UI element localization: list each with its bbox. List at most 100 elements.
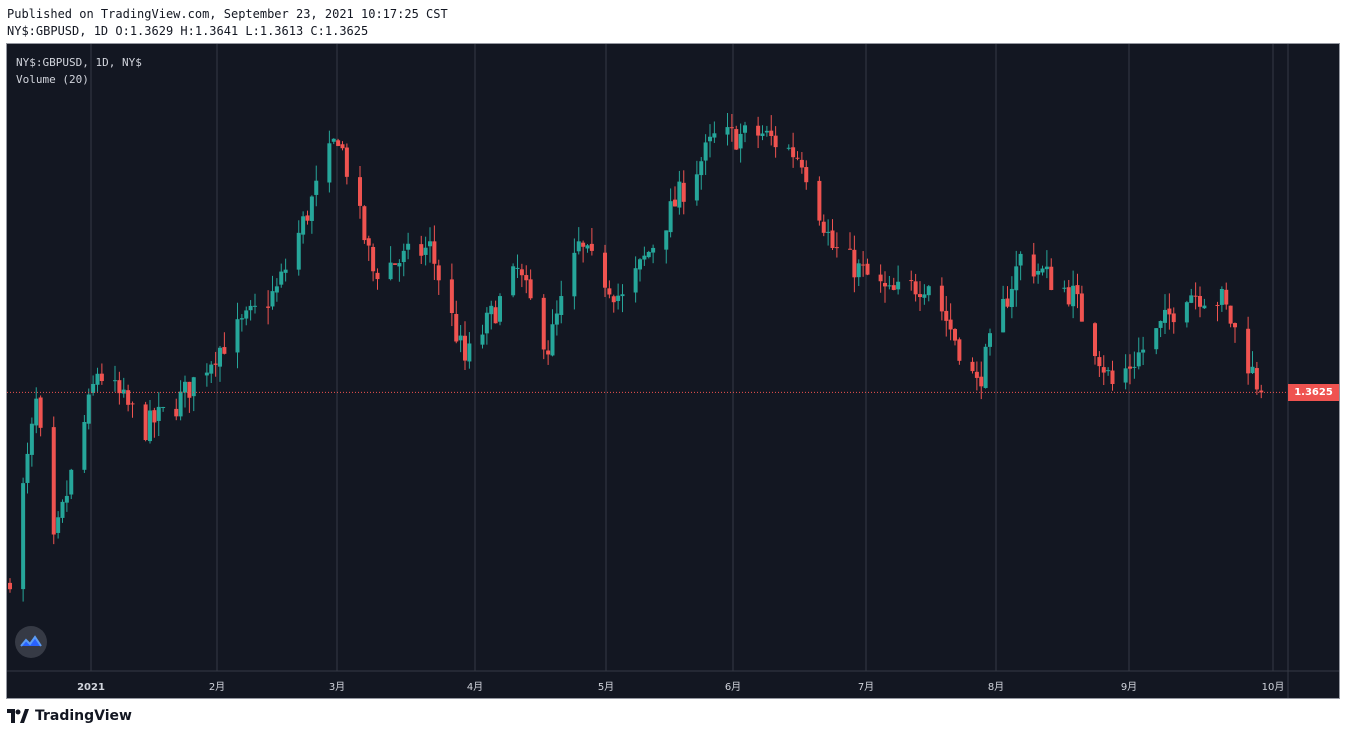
candle-body bbox=[620, 294, 625, 297]
candle-body bbox=[161, 407, 166, 409]
candle-body bbox=[156, 406, 161, 421]
candle-body bbox=[773, 135, 778, 148]
tradingview-logo[interactable]: TradingView bbox=[7, 708, 132, 724]
candle bbox=[274, 278, 279, 302]
candle bbox=[235, 302, 240, 369]
candle bbox=[1101, 355, 1106, 386]
candle bbox=[183, 375, 187, 408]
candle-body bbox=[541, 297, 546, 350]
candle-body bbox=[82, 422, 87, 470]
candle bbox=[463, 321, 467, 370]
candle bbox=[1014, 250, 1019, 307]
candle-body bbox=[1049, 266, 1054, 290]
candlestick-chart[interactable]: 2021 2月 3月 4月 5月 6月 7月 8月 9月 10月 bbox=[7, 44, 1339, 698]
ohlc-caption: NY$:GBPUSD, 1D O:1.3629 H:1.3641 L:1.361… bbox=[7, 24, 369, 38]
candle-body bbox=[64, 495, 69, 503]
candle bbox=[944, 296, 949, 337]
candle-body bbox=[336, 140, 341, 146]
candle bbox=[305, 210, 310, 225]
candle bbox=[703, 134, 708, 175]
candle-body bbox=[213, 363, 218, 365]
candle bbox=[248, 300, 253, 321]
candle-body bbox=[406, 243, 411, 250]
candle-body bbox=[826, 231, 831, 233]
candle-body bbox=[1106, 370, 1111, 372]
candle-body bbox=[480, 334, 485, 345]
candle-body bbox=[922, 294, 927, 298]
candle bbox=[266, 290, 271, 325]
candle-body bbox=[296, 232, 301, 270]
candle bbox=[1224, 282, 1229, 310]
published-caption: Published on TradingView.com, September … bbox=[7, 7, 448, 21]
x-tick-label: 3月 bbox=[329, 681, 345, 693]
candle-body bbox=[708, 136, 712, 142]
candle bbox=[1097, 351, 1102, 377]
candle bbox=[953, 328, 957, 346]
candle bbox=[1136, 337, 1141, 370]
legend-symbol[interactable]: NY$:GBPUSD, 1D, NY$ bbox=[16, 56, 142, 69]
candle-body bbox=[34, 398, 39, 426]
candle-body bbox=[283, 269, 288, 273]
x-tick-label: 8月 bbox=[988, 681, 1004, 693]
candle bbox=[821, 214, 826, 237]
candle-body bbox=[1158, 321, 1163, 328]
candle bbox=[393, 263, 397, 265]
candle-body bbox=[1018, 253, 1023, 266]
candle bbox=[611, 294, 616, 313]
candle bbox=[694, 160, 699, 206]
candle-body bbox=[86, 394, 91, 424]
candle-body bbox=[274, 286, 279, 293]
tradingview-chart-icon[interactable] bbox=[15, 626, 47, 658]
candle bbox=[834, 232, 839, 258]
candle bbox=[1009, 276, 1014, 319]
candle-body bbox=[51, 427, 56, 535]
candle bbox=[484, 307, 489, 345]
candle bbox=[25, 442, 30, 494]
candle bbox=[856, 259, 861, 287]
candle-body bbox=[887, 285, 892, 287]
candle bbox=[519, 263, 524, 288]
candle bbox=[1154, 328, 1159, 355]
candle-body bbox=[585, 245, 590, 249]
candle-body bbox=[795, 157, 800, 159]
candle-body bbox=[760, 133, 765, 137]
candle-body bbox=[1014, 266, 1019, 291]
candle bbox=[554, 300, 559, 336]
candle-body bbox=[327, 143, 332, 183]
candle-body bbox=[117, 380, 122, 394]
candle-body bbox=[191, 377, 196, 397]
candle bbox=[467, 332, 472, 369]
candle-body bbox=[988, 333, 992, 347]
candle-body bbox=[519, 269, 524, 276]
candle bbox=[148, 399, 152, 444]
legend-volume[interactable]: Volume (20) bbox=[16, 73, 89, 86]
candle-body bbox=[183, 381, 187, 393]
candle bbox=[113, 365, 117, 392]
candle-body bbox=[1123, 368, 1128, 383]
candle-body bbox=[187, 381, 192, 398]
candle-body bbox=[581, 242, 586, 247]
candle bbox=[1184, 300, 1189, 328]
chart-area[interactable]: 2021 2月 3月 4月 5月 6月 7月 8月 9月 10月 NY$:GBPUSD, 1D, … bbox=[6, 43, 1340, 699]
x-tick-label: 6月 bbox=[725, 681, 741, 693]
candle-body bbox=[957, 339, 962, 361]
candle-body bbox=[1128, 366, 1132, 369]
candle bbox=[454, 300, 459, 344]
x-tick-label: 10月 bbox=[1262, 681, 1285, 693]
candle-body bbox=[340, 144, 345, 149]
candle-body bbox=[56, 517, 61, 533]
candle bbox=[56, 511, 61, 539]
candle-body bbox=[253, 305, 257, 307]
candle bbox=[896, 265, 901, 295]
candle bbox=[712, 121, 717, 143]
candle bbox=[1040, 265, 1045, 276]
candle bbox=[515, 254, 520, 278]
candle bbox=[91, 375, 96, 396]
candle-body bbox=[178, 391, 183, 417]
candle bbox=[865, 258, 870, 276]
candle-body bbox=[99, 373, 104, 382]
candle bbox=[550, 309, 555, 357]
candle bbox=[480, 324, 485, 349]
candle-body bbox=[769, 130, 774, 137]
candles bbox=[8, 113, 1264, 602]
